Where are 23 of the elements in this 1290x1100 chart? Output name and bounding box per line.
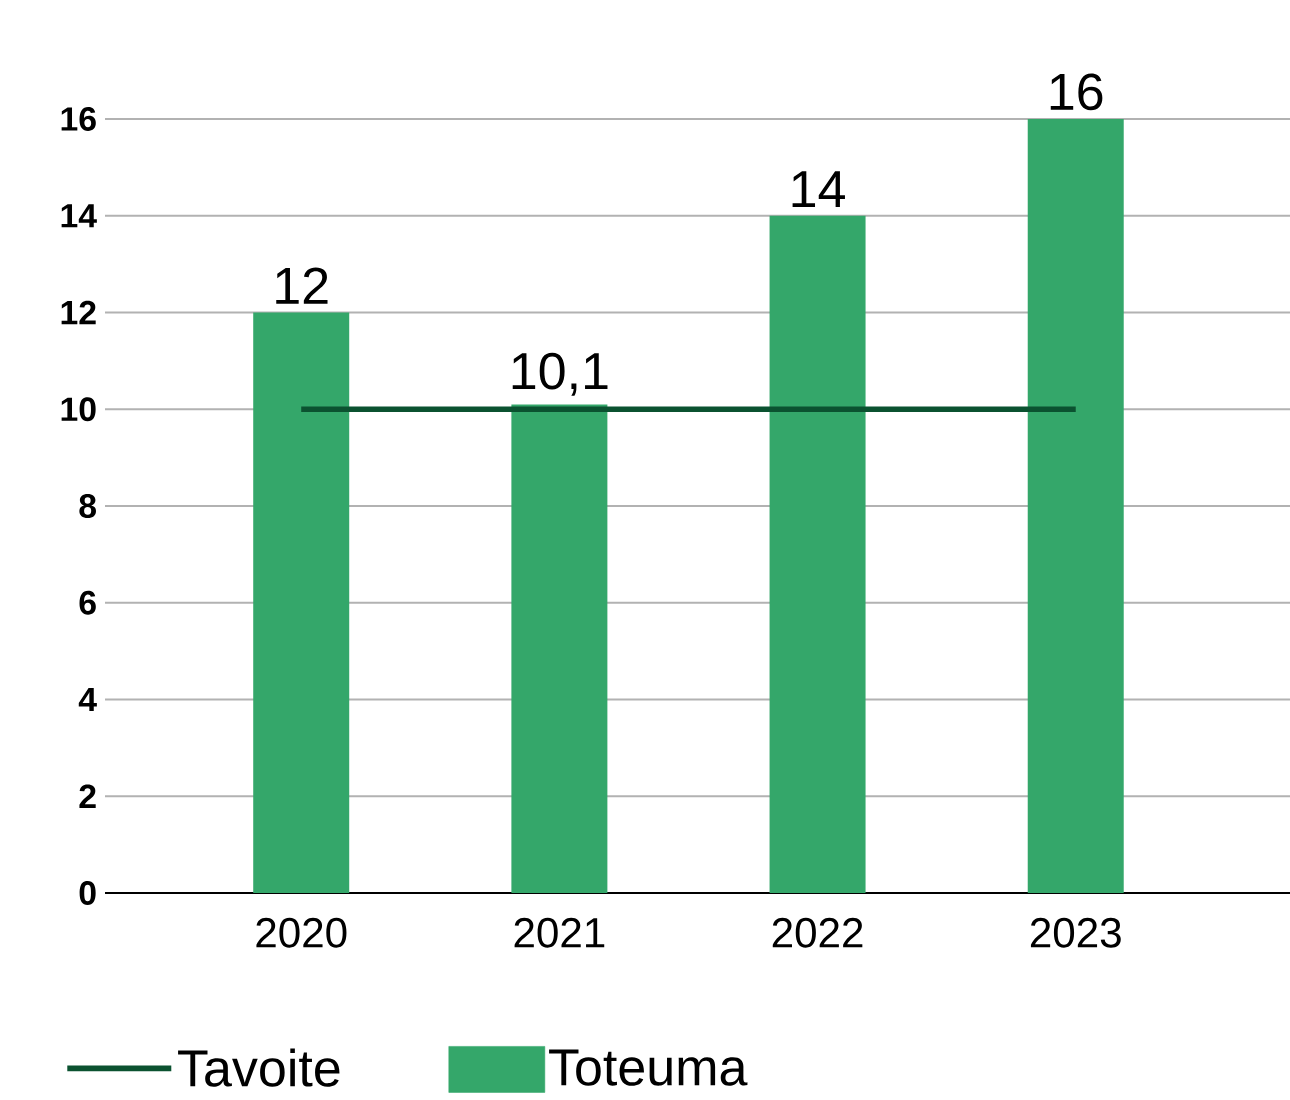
y-tick-label: 14 xyxy=(61,204,97,228)
bar xyxy=(511,404,608,893)
x-tick-label: 2023 xyxy=(1030,917,1121,948)
y-tick-label: 0 xyxy=(79,881,96,905)
legend-label: Toteuma xyxy=(549,1049,748,1086)
bar xyxy=(253,312,350,893)
bar xyxy=(769,215,866,893)
bar xyxy=(1027,119,1124,893)
y-tick-label: 10 xyxy=(61,397,96,422)
y-tick-label: 8 xyxy=(79,494,96,518)
legend-label: Tavoite xyxy=(178,1048,340,1087)
y-tick-label: 16 xyxy=(61,107,96,131)
data-label: 10,1 xyxy=(512,352,608,396)
y-tick-label: 12 xyxy=(61,300,96,325)
y-tick-label: 4 xyxy=(78,687,97,712)
x-tick-label: 2022 xyxy=(772,917,863,948)
data-label: 14 xyxy=(792,171,845,208)
data-label: 16 xyxy=(1050,73,1103,111)
x-tick-label: 2021 xyxy=(514,917,605,948)
x-tick-label: 2020 xyxy=(256,917,347,948)
data-label: 12 xyxy=(276,267,328,304)
y-tick-label: 2 xyxy=(79,784,96,809)
y-tick-label: 6 xyxy=(79,590,96,615)
